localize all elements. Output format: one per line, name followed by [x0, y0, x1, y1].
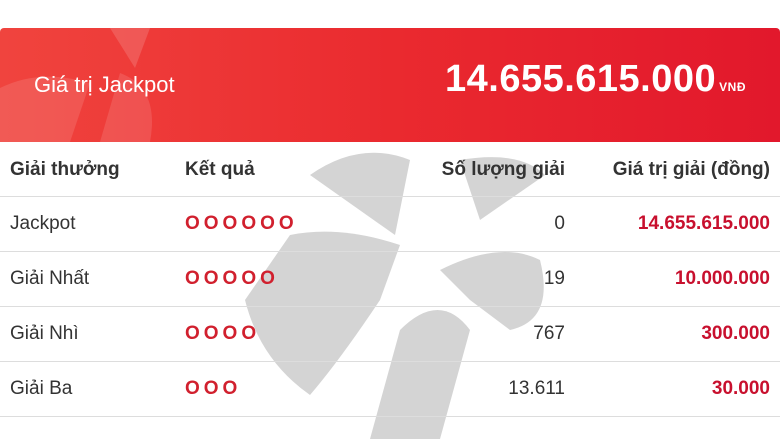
prize-name: Giải Ba [0, 361, 175, 417]
result-balls: OOOO [175, 306, 375, 362]
table-header-row: Giải thưởng Kết quả Số lượng giải Giá tr… [0, 143, 780, 197]
jackpot-amount: 14.655.615.000 VNĐ [445, 58, 746, 100]
prize-table: Giải thưởng Kết quả Số lượng giải Giá tr… [0, 143, 780, 417]
table-row: Giải Ba OOO 13.611 30.000 [0, 361, 780, 417]
prize-name: Giải Nhất [0, 251, 175, 307]
header-count: Số lượng giải [441, 158, 565, 180]
prize-name: Giải Nhì [0, 306, 175, 362]
winner-count: 767 [375, 306, 575, 362]
jackpot-label: Giá trị Jackpot [34, 72, 175, 97]
prize-value: 30.000 [575, 361, 780, 417]
table-row: Jackpot OOOOOO 0 14.655.615.000 [0, 196, 780, 252]
jackpot-unit: VNĐ [719, 80, 746, 94]
result-balls: OOOOO [175, 251, 375, 307]
winner-count: 0 [375, 196, 575, 252]
header-result: Kết quả [185, 158, 255, 180]
prize-name: Jackpot [0, 196, 175, 252]
prize-value: 300.000 [575, 306, 780, 362]
table-row: Giải Nhất OOOOO 19 10.000.000 [0, 251, 780, 307]
jackpot-banner: Giá trị Jackpot 14.655.615.000 VNĐ [0, 28, 780, 142]
winner-count: 13.611 [375, 361, 575, 417]
prize-value: 10.000.000 [575, 251, 780, 307]
header-prize: Giải thưởng [10, 158, 120, 180]
table-row: Giải Nhì OOOO 767 300.000 [0, 306, 780, 362]
logo-watermark-icon [0, 28, 152, 142]
result-balls: OOOOOO [175, 196, 375, 252]
prize-value: 14.655.615.000 [575, 196, 780, 252]
winner-count: 19 [375, 251, 575, 307]
result-balls: OOO [175, 361, 375, 417]
header-value: Giá trị giải (đồng) [612, 158, 770, 180]
